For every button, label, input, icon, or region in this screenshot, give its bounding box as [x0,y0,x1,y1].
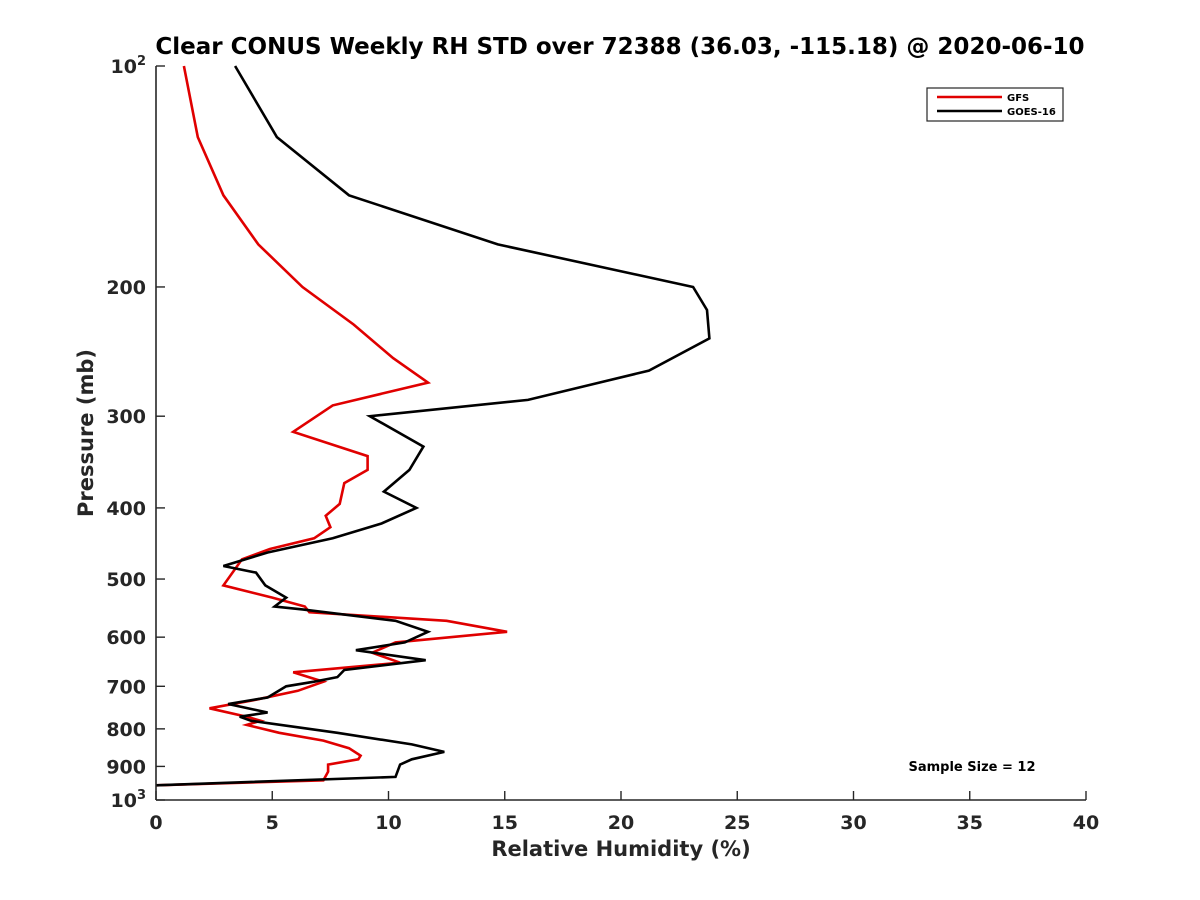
y-tick-label: 500 [106,569,146,591]
chart-title: Clear CONUS Weekly RH STD over 72388 (36… [155,34,1084,60]
y-tick-label: 400 [106,498,146,520]
x-tick-label: 25 [724,812,750,834]
series-layer [155,65,711,787]
series-line-goes16 [155,65,711,787]
x-tick-label: 15 [492,812,518,834]
y-tick-label: 103 [111,788,147,812]
x-tick-label: 30 [840,812,866,834]
y-tick-label: 102 [111,54,147,78]
series-line-gfs [155,65,508,787]
legend-label-gfs: GFS [1007,93,1029,104]
x-axis-label: Relative Humidity (%) [491,837,750,861]
x-tick-label: 35 [957,812,983,834]
y-tick-label: 700 [106,676,146,698]
y-tick-label: 300 [106,406,146,428]
legend-label-goes16: GOES-16 [1007,107,1056,118]
y-tick-label: 200 [106,277,146,299]
x-ticks: 0 5 10 15 20 25 30 35 40 [149,791,1099,834]
y-tick-label: 600 [106,627,146,649]
x-tick-label: 0 [149,812,162,834]
y-tick-label: 800 [106,719,146,741]
x-tick-label: 40 [1073,812,1099,834]
legend-box [926,87,1064,122]
x-tick-label: 20 [608,812,634,834]
x-tick-label: 10 [375,812,401,834]
sample-size-annotation: Sample Size = 12 [908,760,1035,775]
y-axis-label: Pressure (mb) [74,349,98,517]
legend: GFS GOES-16 [926,87,1064,122]
y-ticks: 102 200 300 400 500 600 700 800 900 103 [106,54,165,812]
y-tick-label: 900 [106,756,146,778]
x-tick-label: 5 [266,812,279,834]
